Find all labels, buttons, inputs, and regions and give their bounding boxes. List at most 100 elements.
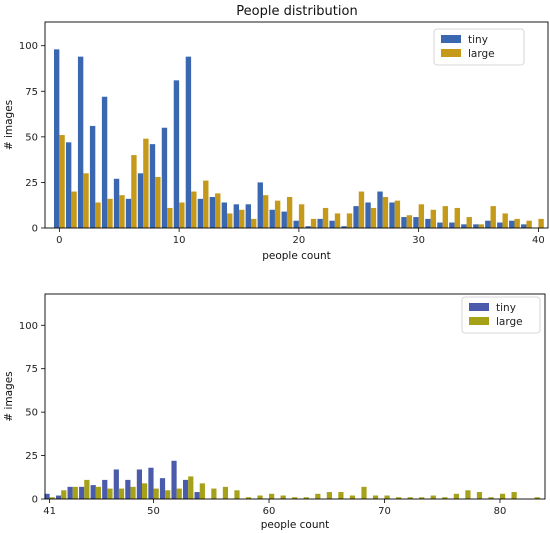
legend: tiny large (461, 296, 541, 334)
y-tick-label: 75 (25, 87, 38, 98)
bar (521, 224, 527, 228)
bar (490, 206, 496, 228)
bar (67, 486, 73, 499)
series-large (49, 476, 540, 499)
y-axis-label: # images (3, 371, 15, 421)
bar (59, 135, 65, 228)
bar (49, 497, 55, 499)
bar (509, 220, 515, 228)
bar (269, 209, 275, 228)
bar (84, 479, 90, 499)
bar (526, 220, 532, 228)
x-tick-label: 20 (293, 235, 306, 246)
bar (317, 218, 323, 228)
bar (102, 479, 108, 499)
bar (197, 198, 204, 228)
bar (262, 195, 269, 228)
bar (361, 486, 367, 499)
bar (165, 490, 171, 499)
bar (257, 182, 263, 228)
bar (406, 215, 413, 228)
bar (384, 495, 390, 499)
bar (280, 495, 286, 499)
bar (222, 486, 229, 499)
bar (137, 173, 144, 228)
bar (476, 492, 483, 499)
bar (502, 213, 508, 228)
bar (303, 497, 309, 499)
bar (209, 197, 216, 228)
bar (334, 213, 341, 228)
bar (338, 492, 344, 499)
bar (499, 493, 506, 499)
bar (61, 490, 67, 499)
bar (143, 138, 149, 228)
x-tick-label: 60 (263, 506, 276, 517)
bar (211, 488, 217, 499)
bar (185, 56, 192, 228)
bar (497, 222, 503, 228)
bar (53, 49, 60, 228)
bar (293, 220, 299, 228)
bar (377, 191, 383, 228)
bar (44, 493, 50, 499)
bar (250, 218, 257, 228)
bar (485, 220, 491, 228)
bar (167, 207, 173, 228)
legend-swatch-large (469, 317, 489, 325)
legend: tiny large (433, 28, 525, 66)
bar (55, 495, 62, 499)
bar (430, 209, 437, 228)
bar (113, 469, 119, 499)
y-tick-label: 50 (25, 132, 38, 143)
bar (538, 218, 544, 228)
bar (292, 497, 298, 499)
bar (221, 202, 228, 228)
bar (514, 218, 520, 228)
bar (341, 226, 347, 228)
y-tick-label: 100 (19, 321, 38, 332)
plot-frame (44, 21, 549, 229)
bar (286, 197, 293, 228)
bar (257, 495, 263, 499)
bar (89, 125, 96, 228)
bar (473, 224, 479, 228)
bar (274, 200, 281, 228)
x-axis-label: people count (261, 519, 330, 531)
bar (155, 176, 161, 228)
bar (269, 493, 275, 499)
bar (71, 191, 77, 228)
bar (465, 490, 471, 499)
bar (191, 191, 197, 228)
bar (430, 495, 436, 499)
bar (418, 204, 425, 228)
y-tick-label: 25 (25, 178, 38, 189)
series-tiny (53, 49, 527, 229)
bar (131, 155, 137, 228)
bar (142, 483, 148, 499)
bar (322, 207, 329, 228)
bottom-chart: 41 50 60 70 80 0 25 50 75 100 people count # images… (3, 293, 546, 531)
bar (461, 224, 467, 228)
y-axis-label: # images (3, 100, 15, 150)
bar (101, 96, 108, 229)
bar (245, 204, 251, 228)
y-tick-label: 50 (25, 408, 38, 419)
bar (442, 206, 448, 228)
bar (95, 202, 101, 228)
bar (107, 198, 113, 228)
x-tick-label: 50 (147, 506, 160, 517)
y-tick-label: 0 (32, 495, 38, 506)
y-tick-label: 0 (32, 224, 38, 235)
bar (372, 495, 379, 499)
bar (153, 488, 159, 499)
bar (149, 144, 156, 228)
x-tick-label: 40 (532, 235, 545, 246)
bar (370, 207, 377, 228)
bar (437, 222, 443, 228)
legend-swatch-tiny (469, 303, 489, 311)
bar (65, 142, 72, 228)
bar (199, 483, 205, 499)
